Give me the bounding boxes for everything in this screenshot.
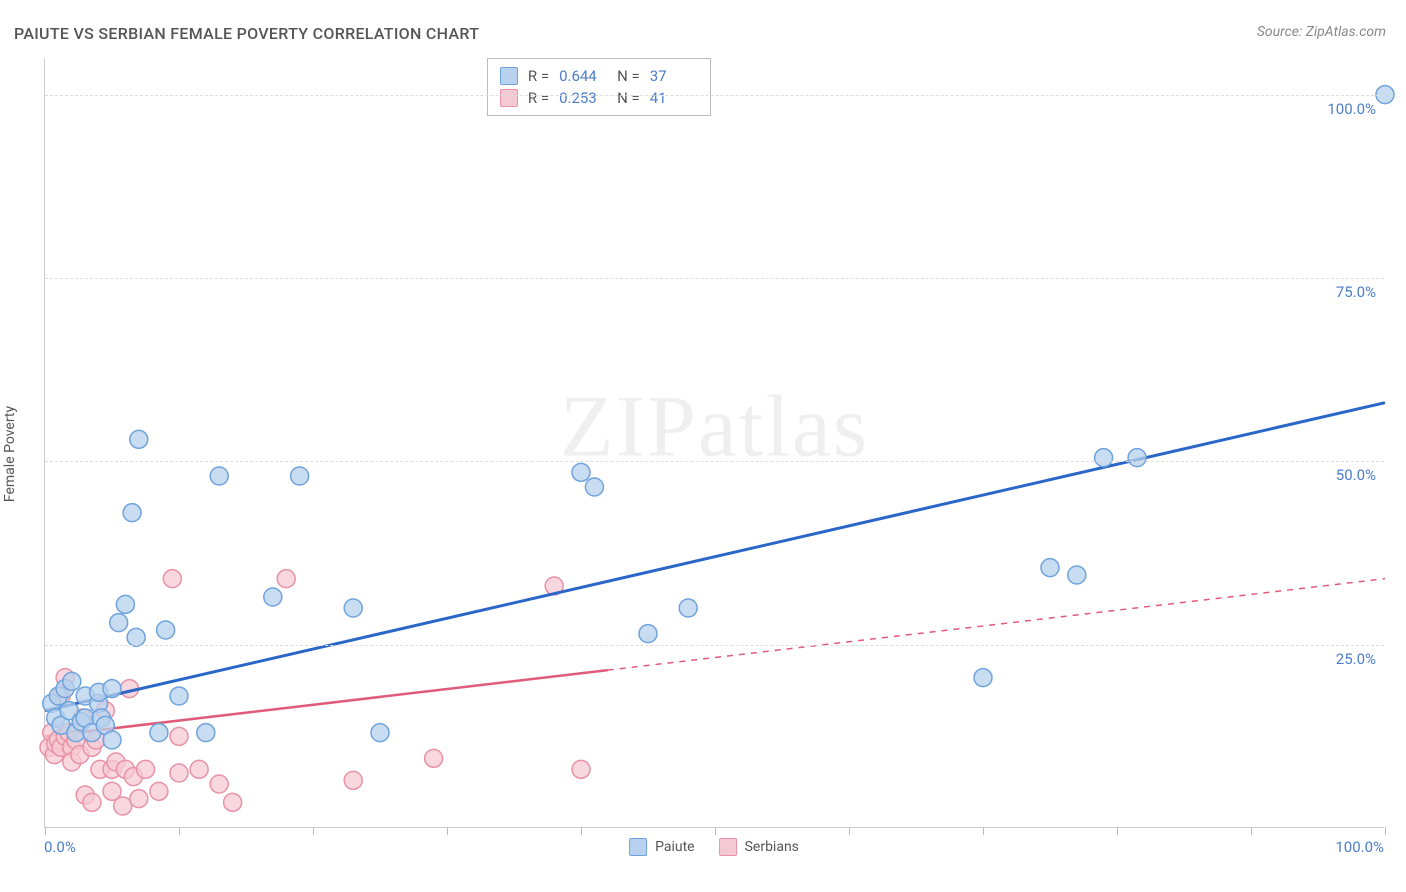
- data-point: [63, 672, 81, 690]
- legend-swatch: [500, 89, 518, 107]
- data-point: [264, 588, 282, 606]
- series-legend: Paiute Serbians: [629, 838, 799, 856]
- x-tick: [313, 827, 314, 835]
- data-point: [150, 724, 168, 742]
- x-axis-labels: 0.0% Paiute Serbians 100.0%: [44, 838, 1384, 868]
- data-point: [170, 687, 188, 705]
- legend-n-value: 41: [650, 89, 698, 107]
- data-point: [1128, 449, 1146, 467]
- data-point: [224, 793, 242, 811]
- legend-row: R = 0.644 N = 37: [500, 65, 698, 87]
- legend-item: Paiute: [629, 838, 695, 856]
- x-tick: [447, 827, 448, 835]
- x-tick: [45, 827, 46, 835]
- data-point: [150, 782, 168, 800]
- plot-svg: [45, 58, 1384, 827]
- data-point: [572, 463, 590, 481]
- trend-line: [45, 403, 1385, 711]
- plot-area: ZIPatlas R =0.644N =37R =0.253N =41 25.0…: [44, 58, 1384, 828]
- data-point: [123, 504, 141, 522]
- data-point: [116, 595, 134, 613]
- data-point: [210, 775, 228, 793]
- y-tick-label: 100.0%: [1327, 100, 1376, 118]
- gridline: [45, 461, 1384, 462]
- x-tick: [1385, 827, 1386, 835]
- y-tick-label: 75.0%: [1336, 283, 1376, 301]
- data-point: [130, 790, 148, 808]
- data-point: [137, 760, 155, 778]
- legend-n-value: 37: [650, 67, 698, 85]
- data-point: [344, 771, 362, 789]
- data-point: [110, 614, 128, 632]
- data-point: [157, 621, 175, 639]
- data-point: [639, 625, 657, 643]
- legend-r-label: R =: [528, 89, 549, 107]
- data-point: [170, 764, 188, 782]
- data-point: [572, 760, 590, 778]
- data-point: [974, 669, 992, 687]
- data-point: [1095, 449, 1113, 467]
- y-axis-label: Female Poverty: [2, 406, 18, 502]
- data-point: [1068, 566, 1086, 584]
- data-point: [210, 467, 228, 485]
- x-tick: [179, 827, 180, 835]
- legend-n-label: N =: [617, 89, 640, 107]
- data-point: [127, 628, 145, 646]
- legend-item: Serbians: [719, 838, 799, 856]
- y-tick-label: 25.0%: [1336, 650, 1376, 668]
- legend-swatch: [629, 838, 647, 856]
- x-axis-max-label: 100.0%: [1335, 838, 1384, 856]
- legend-label: Paiute: [655, 839, 695, 855]
- data-point: [1041, 559, 1059, 577]
- x-tick: [983, 827, 984, 835]
- data-point: [425, 749, 443, 767]
- source-attribution: Source: ZipAtlas.com: [1257, 24, 1386, 40]
- data-point: [197, 724, 215, 742]
- legend-r-value: 0.644: [559, 67, 607, 85]
- data-point: [170, 727, 188, 745]
- data-point: [163, 570, 181, 588]
- gridline: [45, 95, 1384, 96]
- legend-swatch: [500, 67, 518, 85]
- x-tick: [1251, 827, 1252, 835]
- data-point: [291, 467, 309, 485]
- legend-swatch: [719, 838, 737, 856]
- legend-r-value: 0.253: [559, 89, 607, 107]
- data-point: [83, 793, 101, 811]
- data-point: [371, 724, 389, 742]
- y-tick-label: 50.0%: [1336, 466, 1376, 484]
- data-point: [114, 797, 132, 815]
- data-point: [103, 680, 121, 698]
- legend-n-label: N =: [617, 67, 640, 85]
- legend-r-label: R =: [528, 67, 549, 85]
- data-point: [277, 570, 295, 588]
- gridline: [45, 645, 1384, 646]
- data-point: [679, 599, 697, 617]
- trend-line-dashed: [608, 579, 1385, 670]
- data-point: [190, 760, 208, 778]
- data-point: [344, 599, 362, 617]
- x-tick: [849, 827, 850, 835]
- legend-label: Serbians: [745, 839, 799, 855]
- x-axis-min-label: 0.0%: [44, 838, 76, 856]
- x-tick: [715, 827, 716, 835]
- x-tick: [1117, 827, 1118, 835]
- data-point: [585, 478, 603, 496]
- legend-row: R = 0.253 N = 41: [500, 87, 698, 109]
- gridline: [45, 278, 1384, 279]
- data-point: [103, 731, 121, 749]
- data-point: [130, 430, 148, 448]
- x-tick: [581, 827, 582, 835]
- chart-title: PAIUTE VS SERBIAN FEMALE POVERTY CORRELA…: [14, 24, 479, 43]
- correlation-legend: R = 0.644 N = 37 R = 0.253 N = 41: [487, 58, 711, 116]
